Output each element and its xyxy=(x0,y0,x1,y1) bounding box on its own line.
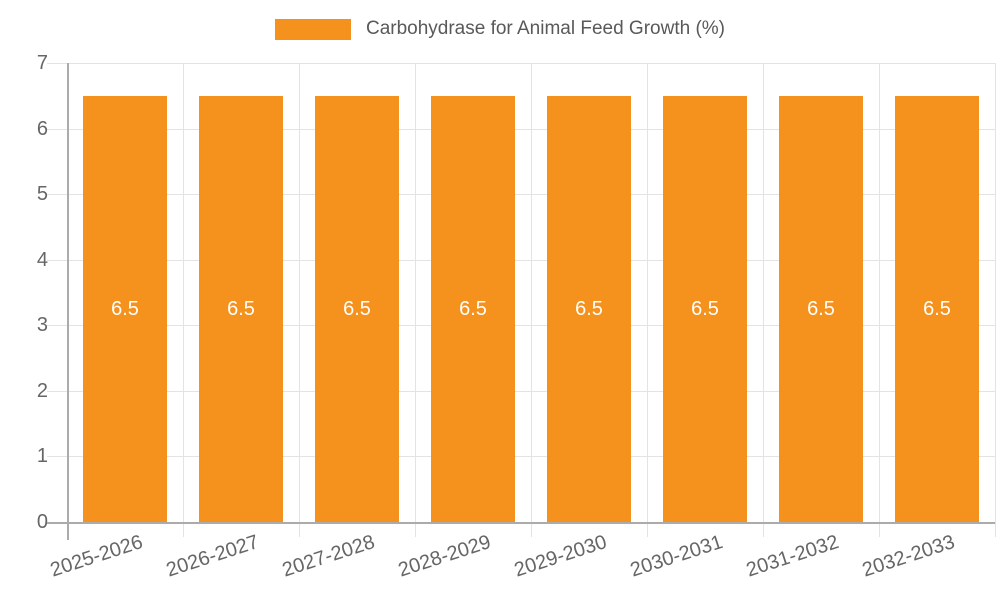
bar-value-label: 6.5 xyxy=(111,298,139,320)
bar-value-label: 6.5 xyxy=(575,298,603,320)
legend-label: Carbohydrase for Animal Feed Growth (%) xyxy=(365,18,726,39)
x-axis-tick-label: 2029-2030 xyxy=(512,531,610,582)
category-gridline xyxy=(299,63,300,537)
x-axis-tick-label: 2030-2031 xyxy=(628,531,726,582)
legend-swatch-icon xyxy=(274,18,351,40)
category-gridline xyxy=(415,63,416,537)
bar-value-label: 6.5 xyxy=(807,298,835,320)
bar-value-label: 6.5 xyxy=(923,298,951,320)
bar-value-label: 6.5 xyxy=(227,298,255,320)
y-axis-tick-label: 5 xyxy=(36,183,48,205)
x-axis-tick-label: 2028-2029 xyxy=(396,531,494,582)
bar: 6.5 xyxy=(779,96,863,522)
y-axis-tick-label: 3 xyxy=(36,314,48,336)
x-axis-tick-label: 2031-2032 xyxy=(744,531,842,582)
x-axis-line xyxy=(47,522,995,524)
bar: 6.5 xyxy=(895,96,979,522)
bar: 6.5 xyxy=(315,96,399,522)
y-gridline xyxy=(47,194,995,195)
category-gridline xyxy=(995,63,996,537)
y-gridline xyxy=(47,260,995,261)
y-gridline xyxy=(47,325,995,326)
x-axis-tick-label: 2032-2033 xyxy=(860,531,958,582)
y-axis-tick-label: 4 xyxy=(36,249,48,271)
y-axis-tick-label: 7 xyxy=(36,52,48,74)
y-gridline xyxy=(47,391,995,392)
bar: 6.5 xyxy=(199,96,283,522)
chart-legend: Carbohydrase for Animal Feed Growth (%) xyxy=(0,18,1000,40)
bar: 6.5 xyxy=(547,96,631,522)
category-gridline xyxy=(647,63,648,537)
x-axis-tick-label: 2026-2027 xyxy=(164,531,262,582)
y-gridline xyxy=(47,456,995,457)
bar: 6.5 xyxy=(431,96,515,522)
bar: 6.5 xyxy=(663,96,747,522)
bar-value-label: 6.5 xyxy=(691,298,719,320)
y-axis-tick-label: 6 xyxy=(36,118,48,140)
bar-value-label: 6.5 xyxy=(459,298,487,320)
y-axis-line xyxy=(67,63,69,540)
category-gridline xyxy=(183,63,184,537)
x-axis-tick-label: 2027-2028 xyxy=(280,531,378,582)
x-axis-tick-label: 2025-2026 xyxy=(48,531,146,582)
bar-value-label: 6.5 xyxy=(343,298,371,320)
y-gridline xyxy=(47,63,995,64)
y-axis-tick-label: 2 xyxy=(36,380,48,402)
category-gridline xyxy=(879,63,880,537)
y-axis-tick-label: 1 xyxy=(36,445,48,467)
bar: 6.5 xyxy=(83,96,167,522)
category-gridline xyxy=(531,63,532,537)
legend-item[interactable]: Carbohydrase for Animal Feed Growth (%) xyxy=(274,18,726,40)
y-axis-tick-label: 0 xyxy=(36,511,48,533)
category-gridline xyxy=(763,63,764,537)
y-gridline xyxy=(47,129,995,130)
